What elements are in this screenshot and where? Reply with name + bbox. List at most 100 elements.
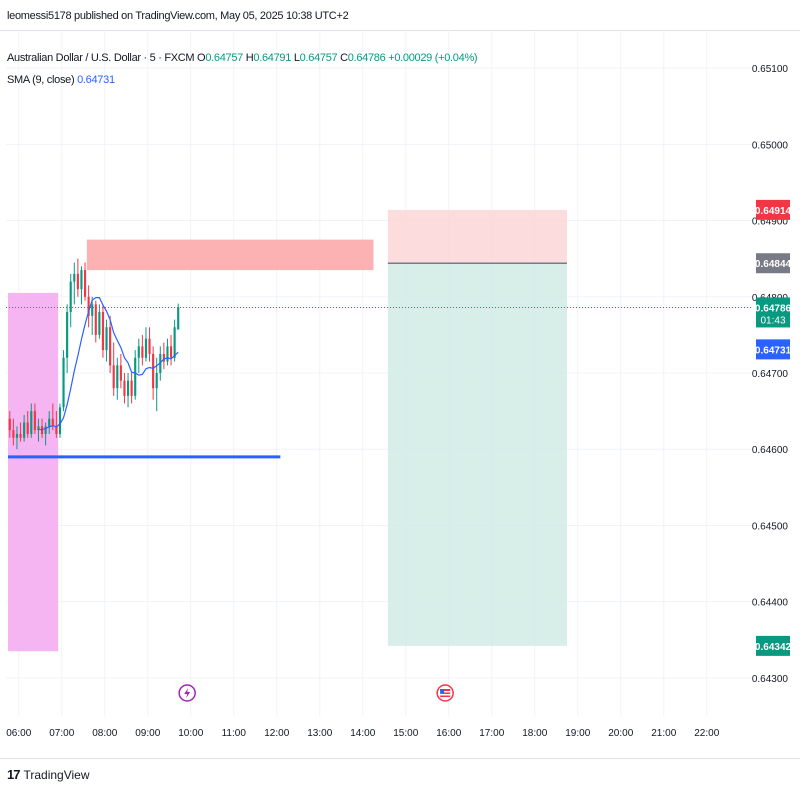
low-label: L [293,52,300,64]
candle-body [23,422,26,438]
supply-zone[interactable] [86,239,374,271]
price-label: 0.64342 [755,642,792,653]
drawing-zones[interactable] [8,209,567,652]
candle-body [73,273,76,282]
candle-body [141,346,144,358]
session-highlight[interactable] [8,292,59,652]
symbol-legend: Australian Dollar / U.S. Dollar · 5 · FX… [7,52,478,64]
price-tick-label: 0.64700 [752,369,789,380]
candle-body [101,312,105,351]
high-value: 0.64791 [253,52,292,64]
price-label-box [756,297,790,328]
candle-body [109,327,112,366]
candle-body [177,307,180,330]
brand-name: TradingView [23,767,90,782]
candle-body [55,426,58,434]
time-axis[interactable]: 06:00 07:00 08:00 09:00 10:00 11:00 12:00 13:00… [6,728,719,739]
candlestick-series [8,258,180,450]
price-tick-label: 0.64300 [752,674,789,685]
price-tick-label: 0.64600 [752,445,789,456]
candle-body [12,430,15,438]
open-value: 0.64757 [205,52,243,64]
candle-body [26,422,29,434]
position-target[interactable] [387,263,567,646]
horizontal-lines[interactable] [6,306,752,459]
price-label: 0.64914 [755,206,792,217]
candle-body [15,433,19,438]
price-axis[interactable]: 0.64300 0.64400 0.64500 0.64600 0.64700 0.648… [752,64,789,685]
candle-body [83,270,87,297]
price-label: 0.64731 [755,345,792,356]
time-tick-label: 19:00 [565,728,590,739]
price-tick-label: 0.65100 [752,64,789,75]
position-stop[interactable] [387,209,567,264]
candle-body [152,353,155,389]
candle-body [155,373,158,389]
high-label: H [245,52,254,64]
price-tick-label: 0.65000 [752,140,789,151]
candle-body [33,411,36,431]
candle-body [66,312,69,358]
time-tick-label: 20:00 [608,728,633,739]
candle-body [134,357,137,396]
flag-stripes [440,689,451,697]
price-tick-label: 0.64900 [752,217,789,228]
flag-stripe [440,691,451,693]
time-tick-label: 15:00 [393,728,418,739]
time-tick-label: 11:00 [222,728,247,739]
time-tick-label: 07:00 [49,728,74,739]
change-value: +0.00029 (+0.04%) [388,52,478,64]
candle-body [37,426,40,431]
candle-body [80,270,83,290]
time-tick-label: 12:00 [264,728,289,739]
candle-body [87,296,90,316]
candle-body [173,327,176,358]
candle-body [98,312,101,335]
close-value: 0.64786 [347,52,386,64]
candle-body [112,365,115,389]
time-tick-label: 14:00 [350,728,375,739]
candle-body [91,304,94,316]
price-label-box [756,199,790,220]
sma-value: 0.64731 [77,74,115,86]
tradingview-logo-icon: 17 [7,767,21,782]
time-tick-label: 09:00 [135,728,160,739]
candle-body [166,346,169,362]
time-tick-label: 21:00 [651,728,676,739]
flag-stripe [440,694,451,696]
sma-line [38,297,179,431]
price-label-box [756,635,790,656]
countdown-label: 01:43 [760,315,785,326]
price-label-box [756,339,790,360]
candle-body [19,433,22,438]
sma-series [38,297,179,431]
time-tick-label: 17:00 [479,728,504,739]
header-bar: leomessi5178 published on TradingView.co… [0,0,800,31]
candle-body [126,380,130,396]
symbol-name[interactable]: Australian Dollar / U.S. Dollar · 5 · FX… [7,52,195,64]
tradingview-brand[interactable]: 17 TradingView [7,767,90,782]
candle-body [69,281,72,313]
footer [0,758,800,801]
candle-body [105,327,108,351]
candle-body [58,407,62,434]
price-tick-label: 0.64400 [752,598,789,609]
candle-body [148,338,151,354]
candle-body [162,353,165,362]
price-label: 0.64844 [755,259,792,270]
published-caption: leomessi5178 published on TradingView.co… [7,10,349,22]
candle-body [94,304,97,335]
candle-body [51,418,54,427]
candle-body [169,346,173,358]
event-markers[interactable] [178,684,454,702]
price-label-box [756,253,790,274]
sma-label[interactable]: SMA (9, close) [7,74,75,86]
candle-body [144,338,148,358]
open-label: O [197,52,206,64]
candle-body [62,357,65,408]
indicator-legend: SMA (9, close) 0.64731 [7,74,115,86]
time-tick-label: 22:00 [694,728,719,739]
flag-canton [440,689,445,693]
candle-body [30,411,33,434]
